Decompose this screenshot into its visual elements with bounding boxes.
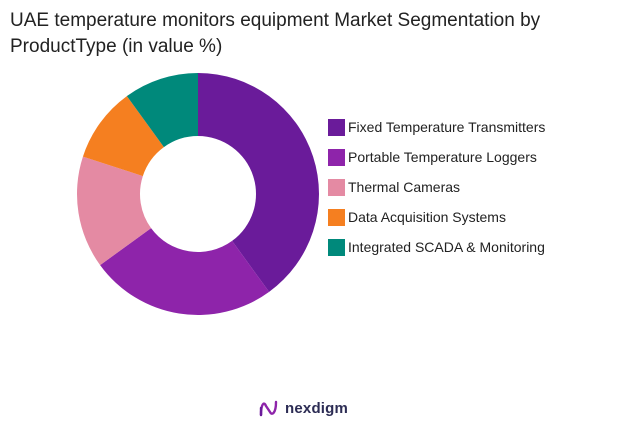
- legend: Fixed Temperature Transmitters Portable …: [328, 112, 545, 262]
- legend-swatch: [328, 208, 345, 226]
- donut-slice-portable-temperature-loggers: [100, 228, 270, 315]
- legend-label: Thermal Cameras: [348, 179, 461, 195]
- legend-label: Portable Temperature Loggers: [348, 149, 537, 165]
- legend-swatch: [328, 238, 345, 256]
- legend-label: Integrated SCADA & Monitoring: [348, 239, 545, 255]
- donut-slice-integrated-scada-monitoring: [126, 73, 198, 148]
- brand-name: nexdigm: [285, 399, 349, 417]
- legend-label: Data Acquisition Systems: [348, 209, 506, 225]
- legend-swatch: [328, 118, 345, 136]
- legend-item-thermal-cameras: Thermal Cameras: [328, 172, 545, 202]
- nexdigm-logo-icon: [259, 400, 278, 417]
- donut-slice-thermal-cameras: [77, 156, 152, 266]
- brand-logo: nexdigm: [258, 398, 348, 418]
- donut-slice-data-acquisition-systems: [82, 96, 164, 177]
- legend-item-portable-temperature-loggers: Portable Temperature Loggers: [328, 142, 545, 172]
- legend-item-data-acquisition-systems: Data Acquisition Systems: [328, 202, 545, 232]
- legend-item-fixed-temperature-transmitters: Fixed Temperature Transmitters: [328, 112, 545, 142]
- legend-item-integrated-scada-monitoring: Integrated SCADA & Monitoring: [328, 232, 545, 262]
- donut-slice-fixed-temperature-transmitters: [198, 73, 319, 292]
- legend-swatch: [328, 148, 345, 166]
- legend-swatch: [328, 178, 345, 196]
- legend-label: Fixed Temperature Transmitters: [348, 119, 546, 135]
- chart-title: UAE temperature monitors equipment Marke…: [10, 10, 541, 57]
